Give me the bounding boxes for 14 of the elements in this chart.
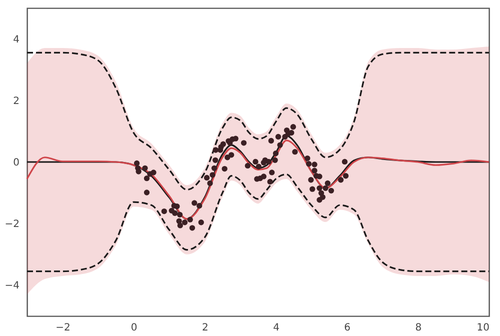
x-tick-label: 2 xyxy=(202,322,208,334)
line-series xyxy=(26,52,490,191)
x-tick-label: 4 xyxy=(273,322,280,334)
x-tick-label: 0 xyxy=(130,322,138,334)
y-tick-label: 2 xyxy=(13,96,20,107)
x-tick-label: −2 xyxy=(56,322,70,334)
x-tick-label: 6 xyxy=(344,322,351,334)
x-tick-label: 8 xyxy=(415,322,422,334)
y-tick-label: 0 xyxy=(13,158,20,168)
x-tick-label: 10 xyxy=(476,322,490,334)
y-tick-label: 4 xyxy=(13,34,20,46)
y-tick-label: −4 xyxy=(4,280,20,292)
y-tick-label: −2 xyxy=(4,219,20,230)
line-series xyxy=(26,174,490,272)
